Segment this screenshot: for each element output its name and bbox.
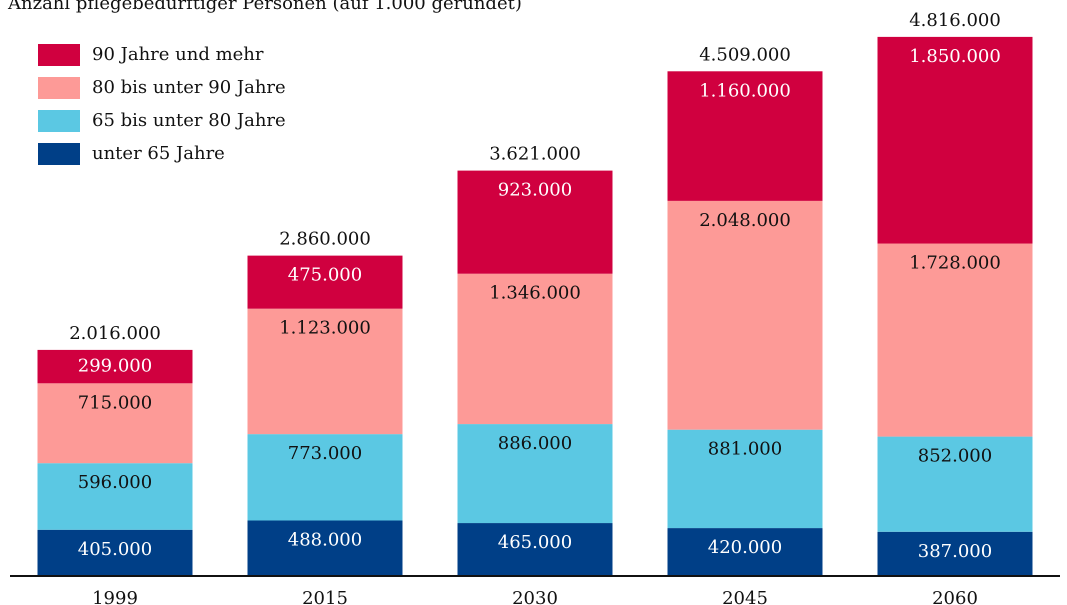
value-label: 923.000 <box>498 180 572 201</box>
x-tick-label: 2015 <box>302 588 348 605</box>
legend-label: unter 65 Jahre <box>92 143 225 164</box>
x-tick-label: 2030 <box>512 588 558 605</box>
bar-segment <box>247 520 403 575</box>
value-label: 1.728.000 <box>909 253 1001 274</box>
bar-segment <box>457 424 613 524</box>
value-label: 886.000 <box>498 433 572 454</box>
bar-segment <box>247 255 403 309</box>
legend-swatch <box>38 110 80 132</box>
bar-segment <box>877 36 1033 244</box>
bar-segment <box>877 436 1033 532</box>
total-label: 4.816.000 <box>909 10 1001 31</box>
bar-segment <box>667 71 823 201</box>
value-label: 387.000 <box>918 541 992 562</box>
value-label: 465.000 <box>498 532 572 553</box>
value-label: 1.850.000 <box>909 46 1001 67</box>
legend-label: 80 bis unter 90 Jahre <box>92 77 286 98</box>
total-label: 2.016.000 <box>69 323 161 344</box>
bar-segment <box>247 434 403 521</box>
value-label: 2.048.000 <box>699 210 791 231</box>
value-label: 475.000 <box>288 265 362 286</box>
bar-segment <box>457 273 613 425</box>
legend-swatch <box>38 143 80 165</box>
bar-segment <box>247 308 403 435</box>
total-label: 4.509.000 <box>699 44 791 65</box>
value-label: 1.123.000 <box>279 318 371 339</box>
value-label: 1.160.000 <box>699 80 791 101</box>
x-tick-label: 2060 <box>932 588 978 605</box>
value-label: 488.000 <box>288 529 362 550</box>
value-label: 420.000 <box>708 537 782 558</box>
bar-segment <box>667 528 823 575</box>
bar-segment <box>667 200 823 430</box>
legend-swatch <box>38 44 80 66</box>
chart-subtitle: Anzahl pflegebedürftiger Personen (auf 1… <box>7 0 522 14</box>
total-label: 2.860.000 <box>279 229 371 250</box>
bar-segment <box>667 429 823 529</box>
bar-segment <box>37 383 193 464</box>
bar-segment <box>37 529 193 575</box>
value-label: 881.000 <box>708 439 782 460</box>
legend-label: 65 bis unter 80 Jahre <box>92 110 286 131</box>
bar-segment <box>37 349 193 384</box>
value-label: 715.000 <box>78 392 152 413</box>
legend-label: 90 Jahre und mehr <box>92 44 264 65</box>
bar-segment <box>457 523 613 575</box>
total-label: 3.621.000 <box>489 143 581 164</box>
value-label: 1.346.000 <box>489 283 581 304</box>
value-label: 596.000 <box>78 472 152 493</box>
value-label: 299.000 <box>78 356 152 377</box>
bar-segment <box>877 531 1033 575</box>
bar-segment <box>457 170 613 274</box>
bar-segment <box>37 463 193 530</box>
x-tick-label: 1999 <box>92 588 138 605</box>
value-label: 852.000 <box>918 446 992 467</box>
value-label: 405.000 <box>78 539 152 560</box>
value-label: 773.000 <box>288 443 362 464</box>
bar-segment <box>877 243 1033 437</box>
x-tick-label: 2045 <box>722 588 768 605</box>
legend-swatch <box>38 77 80 99</box>
